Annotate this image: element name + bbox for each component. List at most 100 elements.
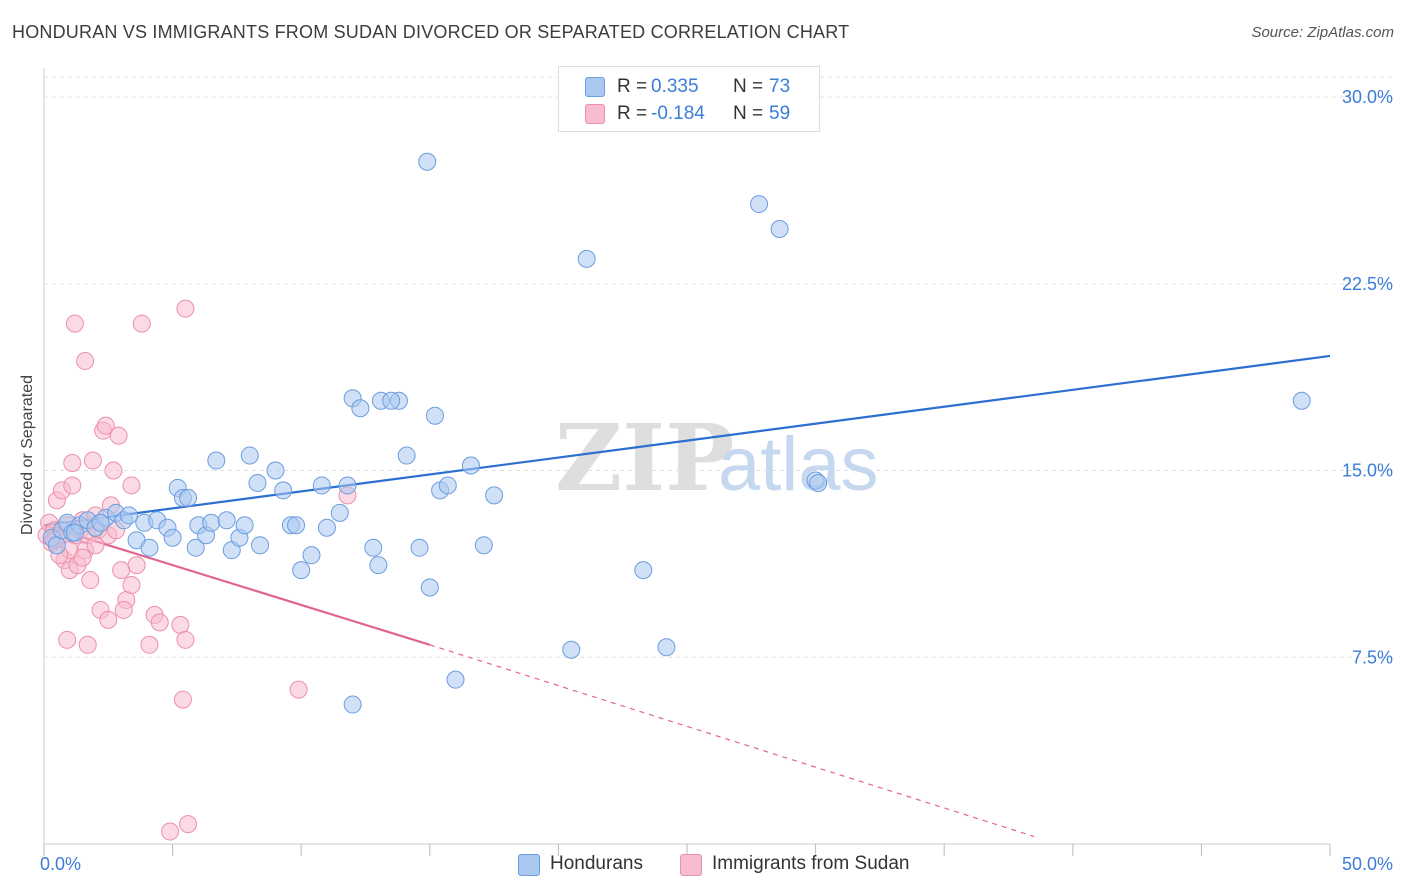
legend-label: Hondurans — [550, 853, 643, 874]
y-tick-label: 7.5% — [1352, 647, 1393, 667]
r-value: 0.335 — [651, 76, 699, 97]
data-point-hondurans — [274, 481, 293, 500]
data-point-sudan — [65, 314, 84, 333]
data-point-sudan — [104, 461, 123, 480]
data-point-sudan — [122, 476, 141, 495]
data-point-hondurans — [369, 556, 388, 575]
data-point-sudan — [114, 600, 133, 619]
data-point-hondurans — [425, 406, 444, 425]
data-point-hondurans — [251, 536, 270, 555]
data-point-hondurans — [312, 476, 331, 495]
data-point-hondurans — [235, 516, 254, 535]
data-point-hondurans — [461, 456, 480, 475]
data-point-sudan — [176, 299, 195, 318]
data-point-hondurans — [65, 523, 84, 542]
data-point-sudan — [81, 571, 100, 590]
data-point-hondurans — [317, 518, 336, 537]
data-point-sudan — [58, 630, 77, 649]
data-point-sudan — [109, 426, 128, 445]
n-value: 73 — [769, 76, 791, 97]
data-point-hondurans — [343, 695, 362, 714]
data-point-sudan — [289, 680, 308, 699]
data-point-sudan — [63, 454, 82, 473]
chart-title: HONDURAN VS IMMIGRANTS FROM SUDAN DIVORC… — [12, 22, 850, 42]
trend-lines — [43, 354, 1331, 838]
data-point-hondurans — [474, 536, 493, 555]
data-point-sudan — [83, 451, 102, 470]
data-point-hondurans — [397, 446, 416, 465]
data-point-hondurans — [420, 578, 439, 597]
y-tick-label: 22.5% — [1342, 274, 1393, 294]
data-point-hondurans — [217, 511, 236, 530]
trend-line-sudan-extension — [429, 644, 1035, 838]
data-point-sudan — [127, 556, 146, 575]
data-point-sudan — [76, 351, 95, 370]
data-point-sudan — [176, 630, 195, 649]
data-point-hondurans — [140, 538, 159, 557]
data-point-hondurans — [207, 451, 226, 470]
data-point-sudan — [179, 815, 198, 834]
data-point-sudan — [73, 548, 92, 567]
data-point-hondurans — [364, 538, 383, 557]
data-point-sudan — [140, 635, 159, 654]
data-point-hondurans — [770, 219, 789, 238]
data-point-sudan — [78, 635, 97, 654]
r-label: R = — [617, 103, 648, 124]
watermark-atlas: atlas — [718, 422, 879, 507]
gridlines — [44, 76, 1392, 658]
data-point-sudan — [150, 613, 169, 632]
data-point-hondurans — [577, 249, 596, 268]
y-tick-label: 15.0% — [1342, 461, 1393, 481]
data-point-hondurans — [292, 561, 311, 580]
trend-line-hondurans — [43, 354, 1331, 527]
data-point-hondurans — [248, 473, 267, 492]
n-label: N = — [733, 103, 764, 124]
data-point-hondurans — [382, 391, 401, 410]
data-point-hondurans — [179, 488, 198, 507]
data-point-hondurans — [202, 513, 221, 532]
legend-swatch-pink — [585, 104, 605, 124]
data-point-hondurans — [91, 513, 110, 532]
axes — [43, 68, 1331, 856]
legend-swatch-blue — [585, 77, 605, 97]
data-point-sudan — [99, 610, 118, 629]
data-point-hondurans — [351, 399, 370, 418]
n-label: N = — [733, 76, 764, 97]
data-point-sudan — [132, 314, 151, 333]
tick-labels: 7.5% 15.0% 22.5% 30.0% 0.0% 50.0% — [40, 87, 1393, 874]
data-point-hondurans — [750, 195, 769, 214]
data-point-hondurans — [163, 528, 182, 547]
x-tick-label: 0.0% — [40, 854, 81, 874]
data-point-hondurans — [338, 476, 357, 495]
data-point-hondurans — [186, 538, 205, 557]
data-point-hondurans — [809, 473, 828, 492]
data-point-sudan — [122, 576, 141, 595]
data-point-hondurans — [287, 516, 306, 535]
data-point-sudan — [96, 416, 115, 435]
x-tick-label: 50.0% — [1342, 854, 1393, 874]
r-value: -0.184 — [651, 103, 705, 124]
trend-line-sudan — [43, 524, 431, 646]
data-point-hondurans — [657, 638, 676, 657]
series-hondurans-points — [42, 152, 1311, 714]
data-point-sudan — [161, 822, 180, 841]
data-point-sudan — [173, 690, 192, 709]
data-point-sudan — [112, 561, 131, 580]
data-point-sudan — [171, 615, 190, 634]
watermark-zip: ZIP — [555, 404, 734, 512]
data-point-hondurans — [330, 503, 349, 522]
data-point-hondurans — [302, 546, 321, 565]
y-tick-label: 30.0% — [1342, 87, 1393, 107]
n-value: 59 — [769, 103, 791, 124]
data-point-hondurans — [634, 561, 653, 580]
data-point-hondurans — [562, 640, 581, 659]
data-point-hondurans — [418, 152, 437, 171]
data-point-hondurans — [438, 476, 457, 495]
data-point-sudan — [63, 476, 82, 495]
data-point-hondurans — [240, 446, 259, 465]
data-point-hondurans — [266, 461, 285, 480]
correlation-legend: R = 0.335 N = 73 R = -0.184 N = 59 — [558, 66, 820, 132]
data-point-hondurans — [119, 506, 138, 525]
data-point-hondurans — [446, 670, 465, 689]
